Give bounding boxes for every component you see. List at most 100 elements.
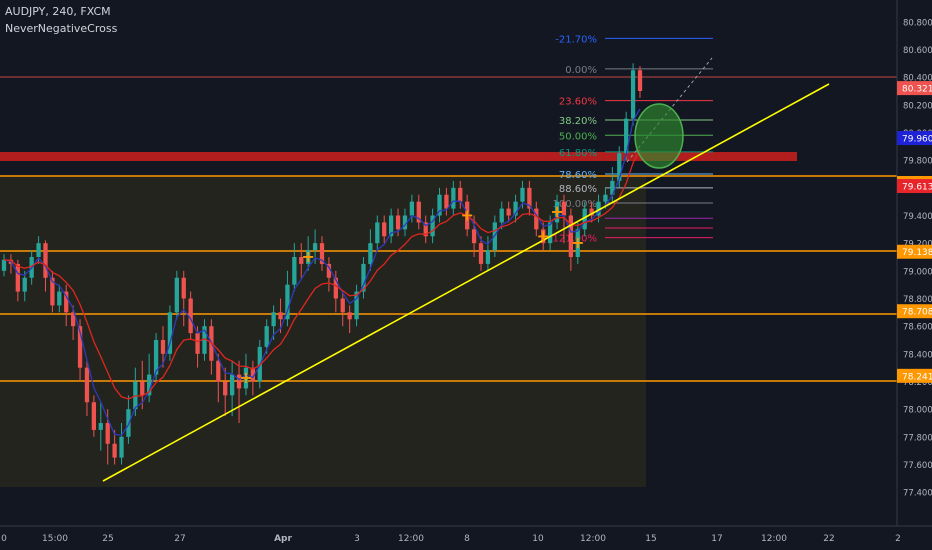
candle-body [195,333,200,354]
candle-body [568,215,574,257]
price-axis-label: 80.200 [903,101,932,111]
candle-body [57,291,62,306]
candle-body [402,215,408,230]
time-axis-label: 12:00 [761,534,787,544]
candle-body [319,243,325,264]
candle-body [416,201,421,223]
fib-level-label: 23.60% [559,97,597,108]
time-axis-label: 15 [645,534,656,544]
candle-body [610,180,615,195]
candle-body [506,208,511,216]
price-axis-label: 77.800 [903,433,932,443]
candle-body [22,277,27,292]
price-tag-label: 79.613 [902,183,932,193]
fib-level-label: 121.00% [553,234,598,245]
candle-body [617,153,622,181]
candle-body [160,340,166,354]
candle-body [147,374,152,396]
target-ellipse[interactable] [634,103,684,169]
fib-level-label: 100.00% [553,199,598,210]
candle-body [582,208,587,230]
price-axis-label: 78.200 [903,378,932,388]
price-axis-label: 78.400 [903,350,932,360]
candle-body [43,243,48,278]
cross-marker: + [301,247,314,266]
fib-level-label: 78.60% [559,170,597,181]
candle-body [70,312,76,327]
candle-body [77,326,83,368]
price-tag-box [897,179,932,194]
time-axis-label: 12:00 [580,534,606,544]
candle-body [541,229,546,244]
time-axis[interactable] [0,525,932,550]
price-axis-label: 80.400 [903,74,932,84]
candle-body [15,263,20,292]
resistance-zone[interactable] [0,152,797,161]
price-tag-box [897,131,932,146]
price-tag-box [897,368,932,383]
fib-level-label: 88.60% [559,184,597,195]
moving-averages [3,108,641,437]
price-axis-label: 79.800 [903,157,932,167]
candle-body [485,250,491,264]
ema-slow-line [3,149,641,400]
price-tag-label: 78.708 [902,308,932,318]
price-axis-label: 77.400 [903,489,932,499]
candle-body [354,291,359,320]
candle-body [375,222,380,244]
candle-body [181,277,186,299]
price-tag-label: 79.138 [902,248,932,258]
candlestick-series [1,63,643,465]
candle-body [105,423,110,444]
candle-body [36,243,41,257]
candle-body [91,402,97,430]
time-axis-label: 3 [354,534,360,544]
fibonacci-retracement[interactable]: -21.70% 0.00% 23.60% 38.20% 50.00% 61.80% 78.6… [553,34,714,245]
indicator-name[interactable]: NeverNegativeCross [5,22,118,35]
candle-body [188,298,193,334]
candle-body [50,277,55,306]
candle-body [499,208,504,223]
candle-body [368,243,373,264]
price-tag-label: 80.321 [902,85,932,95]
candle-body [527,187,532,209]
candle-body [471,229,477,244]
candle-body [202,326,207,354]
price-axis-label: 79.400 [903,212,932,222]
candle-body [423,222,428,237]
candle-body [223,381,228,396]
price-axis-label: 78.000 [903,406,932,416]
candle-body [312,243,318,251]
fib-level-label: 38.20% [559,116,597,127]
candle-body [167,312,173,354]
candle-body [347,312,352,320]
candle-body [299,257,304,264]
cross-marker: + [239,368,252,387]
candle-body [98,423,103,430]
fib-level-label: 0.00% [565,65,597,76]
time-axis-label: Apr [274,534,292,544]
time-axis-label: 17 [711,534,722,544]
symbol-title[interactable]: AUDJPY, 240, FXCM [5,5,111,18]
trend-line[interactable] [102,83,830,482]
candle-body [513,201,518,216]
cross-marker: + [550,202,563,221]
ema-fast-line [3,108,641,437]
candle-body [478,243,484,264]
price-axis-label: 78.800 [903,295,932,305]
time-axis-label: 10 [532,534,544,544]
candle-body [119,436,124,458]
fib-level-label: 61.80% [559,148,597,159]
time-axis-label: 22 [823,534,834,544]
candle-body [554,201,560,223]
candle-body [596,201,601,216]
candle-body [229,374,235,396]
candle-body [292,257,297,285]
candle-body [216,360,221,382]
time-axis-label: 2 [895,534,901,544]
price-tag-box [897,81,932,96]
candle-body [64,291,69,313]
cross-marker: + [571,233,584,252]
cross-markers: ++++++ [239,202,584,387]
